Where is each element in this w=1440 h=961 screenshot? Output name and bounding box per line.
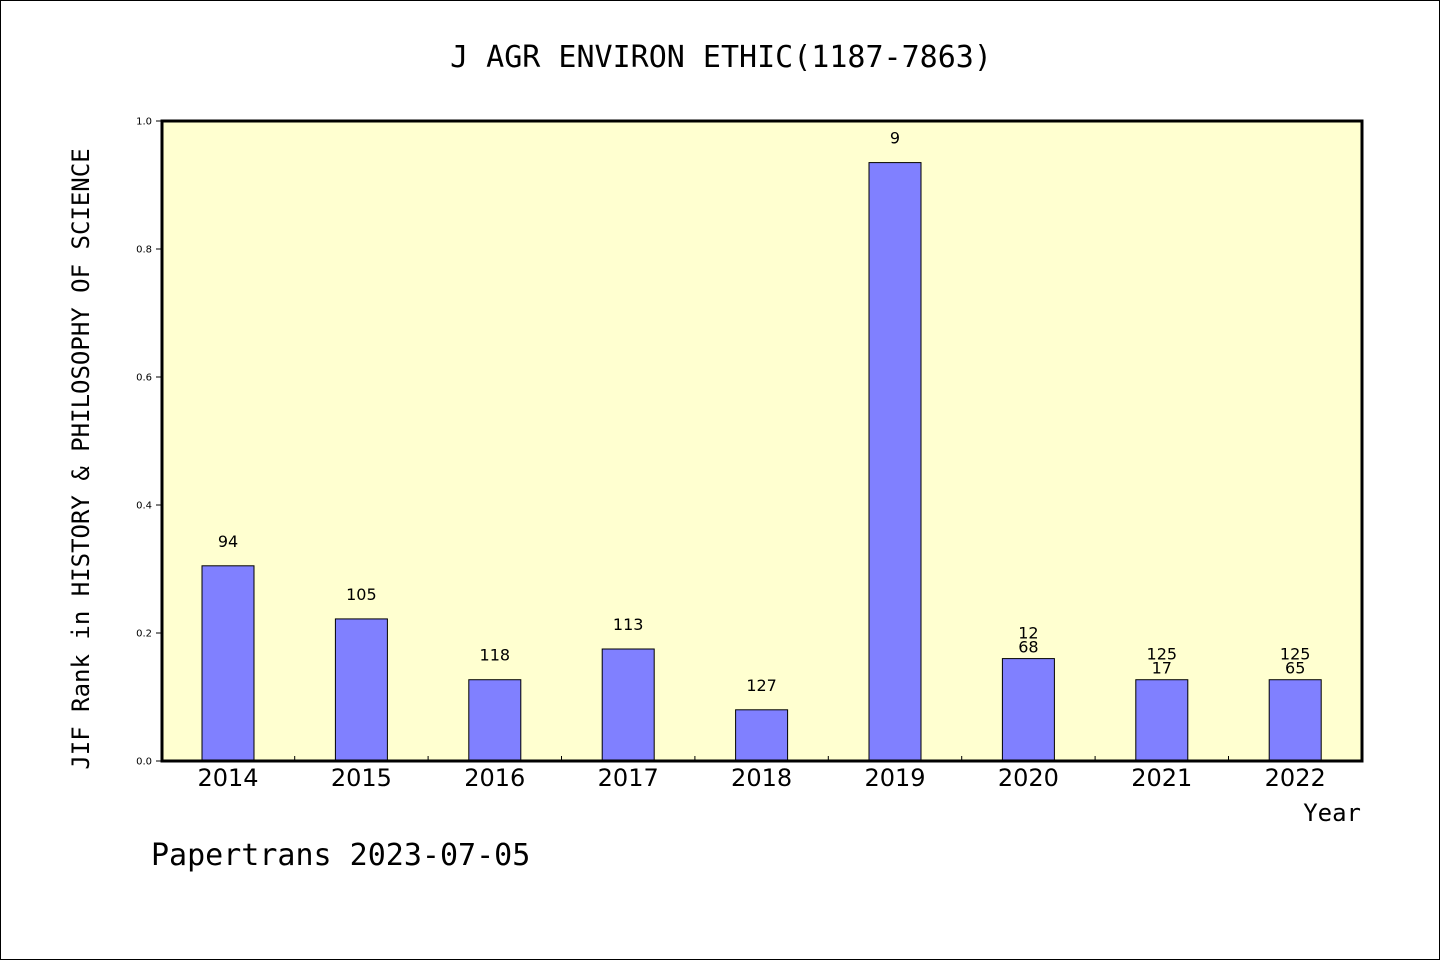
bar [1001, 658, 1055, 762]
bar-value-label: 12 [1018, 624, 1038, 643]
x-tick-label: 2017 [598, 764, 659, 792]
bar-value-label: 17 [1152, 659, 1172, 678]
bar-value-label: 127 [746, 676, 777, 695]
x-tick-label: 2018 [731, 764, 792, 792]
bar-value-label: 9 [890, 129, 900, 148]
bar-value-label: 113 [613, 615, 644, 634]
plot-border [160, 119, 1364, 763]
bar-value-label: 125 [1147, 645, 1178, 664]
x-tick-label: 2021 [1131, 764, 1192, 792]
y-tick-label: 0.6 [136, 373, 152, 384]
bar-value-label: 105 [346, 585, 377, 604]
x-tick-label: 2019 [864, 764, 925, 792]
bar-series [201, 162, 1322, 762]
bar [868, 162, 922, 762]
footer-source-date: Papertrans 2023-07-05 [151, 838, 530, 873]
bar-value-label: 94 [218, 532, 238, 551]
y-tick-label: 1.0 [136, 117, 152, 128]
bar [1268, 679, 1322, 762]
bar [468, 679, 522, 762]
y-axis-title: JIF Rank in HISTORY & PHILOSOPHY OF SCIE… [67, 148, 95, 769]
y-tick-label: 0.2 [136, 629, 152, 640]
x-axis-title: Year [1303, 799, 1361, 827]
bar-value-label: 68 [1018, 638, 1038, 657]
x-axis-ticks: 2014 2015 2016 2017 2018 2019 2020 2021 2022 [197, 756, 1326, 792]
bar [201, 565, 255, 762]
bar-value-label: 125 [1280, 645, 1311, 664]
bar [334, 618, 388, 762]
x-tick-label: 2016 [464, 764, 525, 792]
x-tick-label: 2014 [197, 764, 258, 792]
x-tick-label: 2015 [331, 764, 392, 792]
chart-title: J AGR ENVIRON ETHIC(1187-7863) [450, 40, 992, 75]
x-tick-label: 2020 [998, 764, 1059, 792]
bar [735, 709, 789, 762]
y-tick-label: 0.0 [136, 757, 152, 768]
bar [1135, 679, 1189, 762]
y-tick-label: 0.4 [136, 501, 152, 512]
bar [601, 648, 655, 762]
x-tick-label: 2022 [1265, 764, 1326, 792]
bar-value-label: 65 [1285, 659, 1305, 678]
y-axis-ticks: 0.0 0.2 0.4 0.6 0.8 1.0 [136, 117, 162, 768]
y-tick-label: 0.8 [136, 245, 152, 256]
bar-value-label: 118 [480, 646, 511, 665]
